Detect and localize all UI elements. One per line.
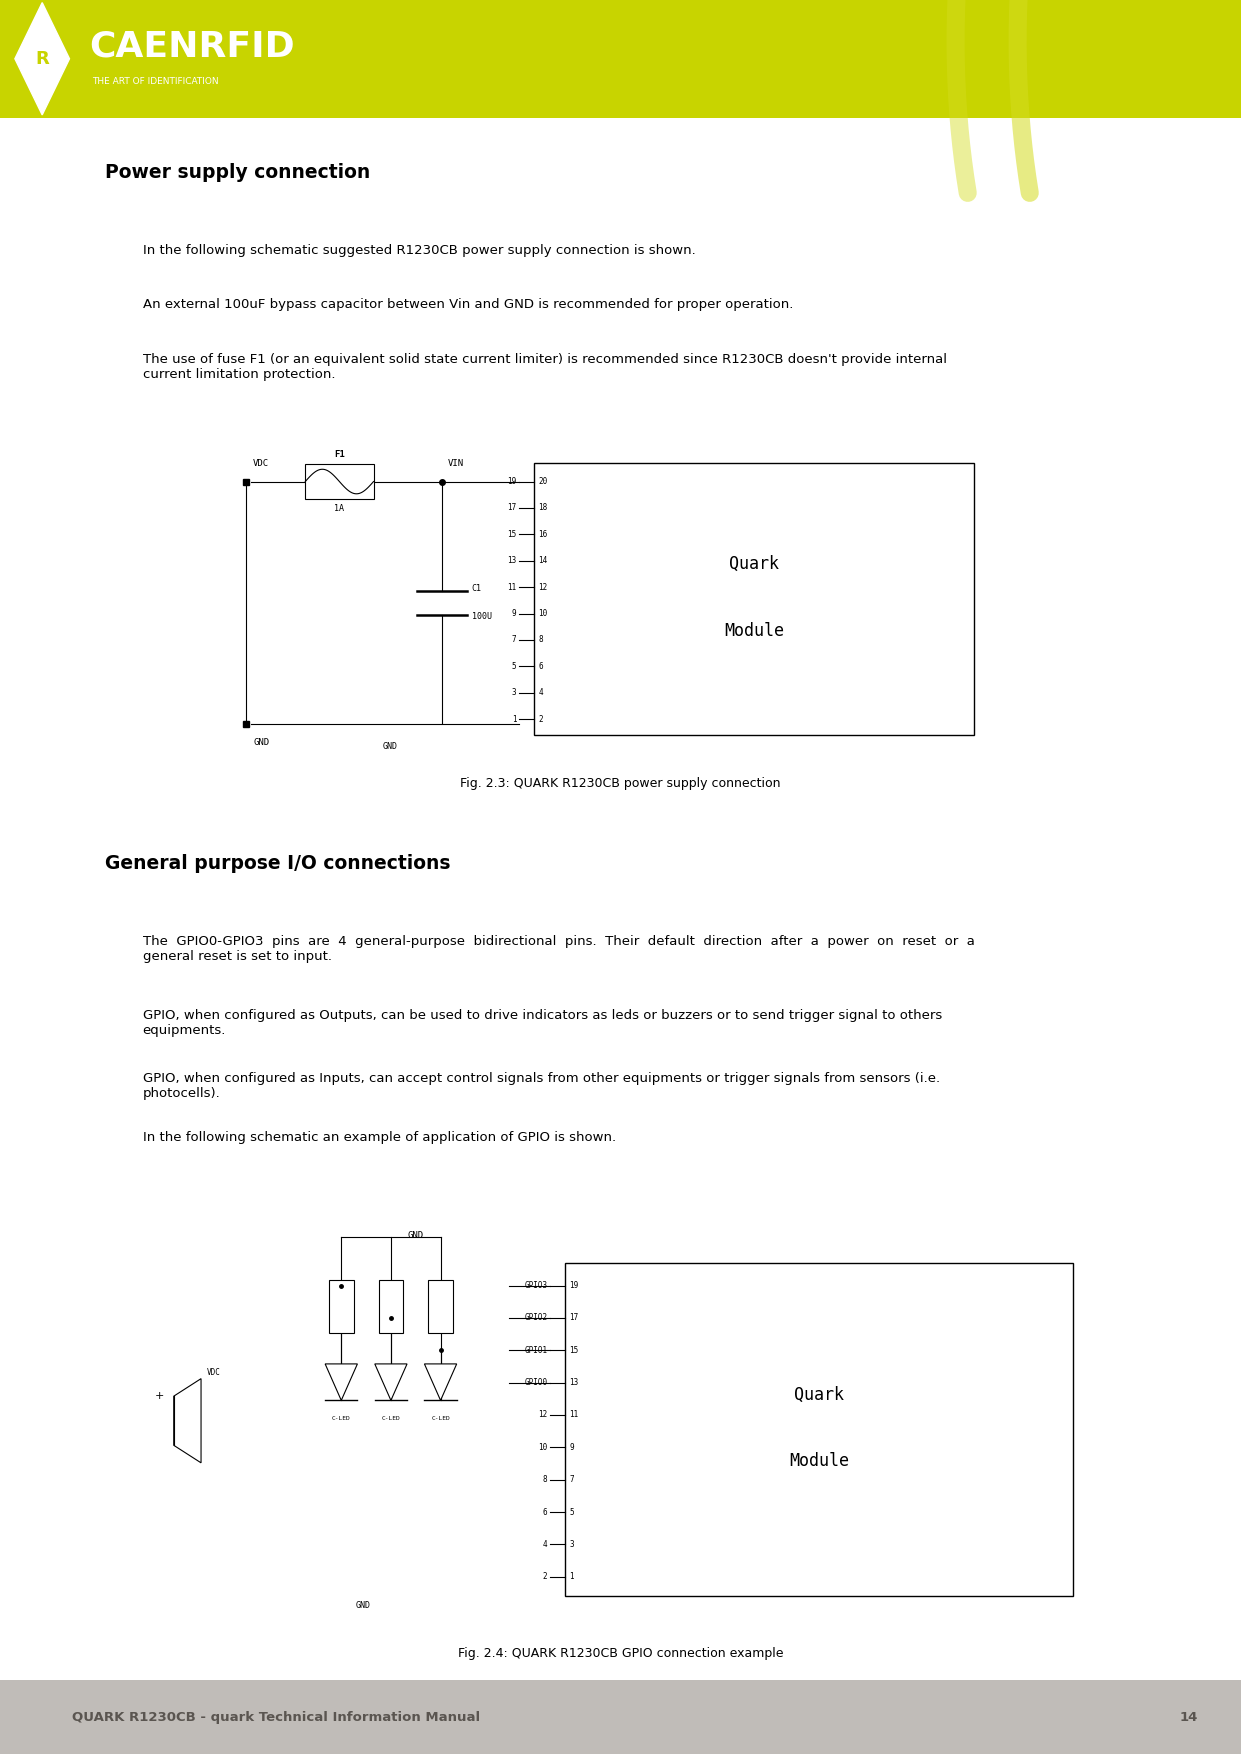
Text: GND: GND xyxy=(355,1601,371,1610)
Bar xyxy=(305,465,374,500)
Text: 15: 15 xyxy=(508,530,516,538)
Text: C-LED: C-LED xyxy=(381,1415,401,1421)
Text: 9: 9 xyxy=(570,1444,575,1452)
Text: THE ART OF IDENTIFICATION: THE ART OF IDENTIFICATION xyxy=(92,77,218,86)
Polygon shape xyxy=(174,1379,201,1463)
Text: 5: 5 xyxy=(570,1507,575,1517)
Text: The use of fuse F1 (or an equivalent solid state current limiter) is recommended: The use of fuse F1 (or an equivalent sol… xyxy=(143,353,947,381)
Text: 5: 5 xyxy=(511,661,516,670)
Text: 12: 12 xyxy=(539,582,547,591)
Text: GPIO, when configured as Inputs, can accept control signals from other equipment: GPIO, when configured as Inputs, can acc… xyxy=(143,1072,939,1100)
Text: VIN: VIN xyxy=(448,458,464,468)
Bar xyxy=(0,0,1241,118)
Text: 1: 1 xyxy=(570,1572,575,1580)
Text: The  GPIO0-GPIO3  pins  are  4  general-purpose  bidirectional  pins.  Their  de: The GPIO0-GPIO3 pins are 4 general-purpo… xyxy=(143,935,974,963)
Text: 9: 9 xyxy=(511,609,516,617)
Text: F1: F1 xyxy=(334,449,345,460)
Text: 6: 6 xyxy=(542,1507,547,1517)
Text: 2: 2 xyxy=(539,714,544,724)
Text: 11: 11 xyxy=(570,1410,578,1419)
Text: C-LED: C-LED xyxy=(331,1415,351,1421)
Text: Power supply connection: Power supply connection xyxy=(105,163,371,182)
Text: GND: GND xyxy=(408,1231,423,1240)
Text: 7: 7 xyxy=(511,635,516,644)
Text: 14: 14 xyxy=(1179,1710,1198,1724)
Text: QUARK R1230CB - quark Technical Information Manual: QUARK R1230CB - quark Technical Informat… xyxy=(72,1710,480,1724)
Text: 1: 1 xyxy=(511,714,516,724)
Bar xyxy=(565,1263,1073,1596)
Text: 4: 4 xyxy=(542,1540,547,1549)
Text: 17: 17 xyxy=(570,1314,578,1323)
Text: C-LED: C-LED xyxy=(431,1415,450,1421)
Text: 10: 10 xyxy=(539,609,547,617)
Text: Fig. 2.4: QUARK R1230CB GPIO connection example: Fig. 2.4: QUARK R1230CB GPIO connection … xyxy=(458,1647,783,1659)
Text: GPIO0: GPIO0 xyxy=(524,1379,547,1387)
Polygon shape xyxy=(375,1365,407,1400)
Text: VDC: VDC xyxy=(253,458,269,468)
Bar xyxy=(329,1280,354,1333)
Text: 13: 13 xyxy=(508,556,516,565)
Text: General purpose I/O connections: General purpose I/O connections xyxy=(105,854,450,873)
Text: 100U: 100U xyxy=(472,612,491,621)
Text: R: R xyxy=(35,49,50,68)
Bar xyxy=(0,1680,1241,1754)
Text: GPIO1: GPIO1 xyxy=(524,1345,547,1354)
Text: 10: 10 xyxy=(539,1444,547,1452)
Text: 4: 4 xyxy=(539,688,544,696)
Bar xyxy=(428,1280,453,1333)
Bar xyxy=(534,463,974,735)
Text: VDC: VDC xyxy=(207,1368,221,1377)
Text: GPIO3: GPIO3 xyxy=(524,1280,547,1289)
Text: 16: 16 xyxy=(539,530,547,538)
Text: GPIO2: GPIO2 xyxy=(524,1314,547,1323)
Text: 19: 19 xyxy=(570,1280,578,1289)
Text: Module: Module xyxy=(789,1452,849,1470)
Polygon shape xyxy=(424,1365,457,1400)
Text: 15: 15 xyxy=(570,1345,578,1354)
Text: 8: 8 xyxy=(539,635,544,644)
Text: 19: 19 xyxy=(508,477,516,486)
Text: Quark: Quark xyxy=(794,1386,844,1403)
Text: 11: 11 xyxy=(508,582,516,591)
Text: 6: 6 xyxy=(539,661,544,670)
Text: C1: C1 xyxy=(472,584,482,593)
Text: CAENRFID: CAENRFID xyxy=(89,30,295,63)
Text: GND: GND xyxy=(382,742,397,751)
Text: 1A: 1A xyxy=(334,505,345,514)
Text: Module: Module xyxy=(724,621,784,640)
Bar xyxy=(379,1280,403,1333)
Text: 18: 18 xyxy=(539,503,547,512)
Text: In the following schematic an example of application of GPIO is shown.: In the following schematic an example of… xyxy=(143,1131,616,1144)
Text: 12: 12 xyxy=(539,1410,547,1419)
Polygon shape xyxy=(325,1365,357,1400)
Text: 2: 2 xyxy=(542,1572,547,1580)
Text: 3: 3 xyxy=(511,688,516,696)
Text: 20: 20 xyxy=(539,477,547,486)
Text: 17: 17 xyxy=(508,503,516,512)
Text: 14: 14 xyxy=(539,556,547,565)
Text: 3: 3 xyxy=(570,1540,575,1549)
Text: 7: 7 xyxy=(570,1475,575,1484)
Polygon shape xyxy=(15,2,69,114)
Text: 13: 13 xyxy=(570,1379,578,1387)
Text: GPIO, when configured as Outputs, can be used to drive indicators as leds or buz: GPIO, when configured as Outputs, can be… xyxy=(143,1009,942,1037)
Text: 8: 8 xyxy=(542,1475,547,1484)
Text: Fig. 2.3: QUARK R1230CB power supply connection: Fig. 2.3: QUARK R1230CB power supply con… xyxy=(460,777,781,789)
Text: An external 100uF bypass capacitor between Vin and GND is recommended for proper: An external 100uF bypass capacitor betwe… xyxy=(143,298,793,310)
Text: GND: GND xyxy=(253,738,269,747)
Text: +: + xyxy=(154,1391,164,1401)
Text: Quark: Quark xyxy=(728,554,779,574)
Text: In the following schematic suggested R1230CB power supply connection is shown.: In the following schematic suggested R12… xyxy=(143,244,695,256)
